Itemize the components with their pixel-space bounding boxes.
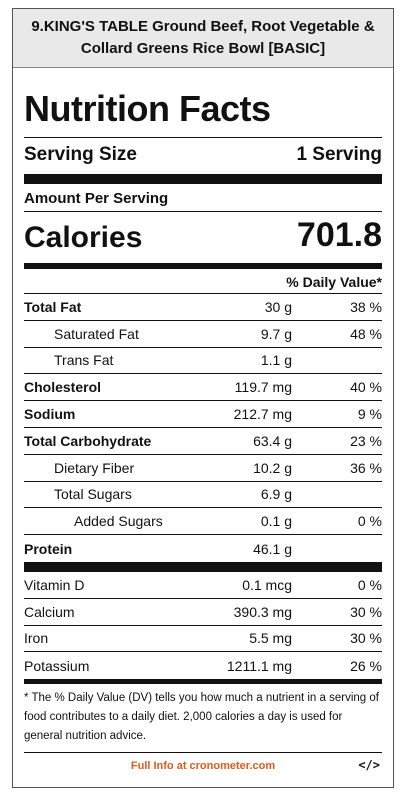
nutrient-dv: 38 % — [350, 298, 382, 315]
divider-thick — [24, 561, 382, 572]
nutrient-dv: 48 % — [350, 325, 382, 342]
nutrient-name: Total Sugars — [54, 486, 132, 503]
nutrient-name: Trans Fat — [54, 352, 114, 369]
cronometer-link[interactable]: Full Info at cronometer.com — [130, 760, 276, 773]
divider-medium — [24, 679, 382, 685]
serving-size-row: Serving Size 1 Serving — [24, 137, 382, 170]
daily-value-header: % Daily Value* — [24, 269, 382, 294]
nutrient-row: Sodium 212.7 mg 9 % — [24, 401, 382, 428]
divider-medium — [24, 263, 382, 269]
nutrient-name: Protein — [24, 540, 73, 557]
calories-label: Calories — [24, 221, 143, 254]
nutrient-dv: 23 % — [350, 432, 382, 449]
nutrient-name: Cholesterol — [24, 379, 102, 396]
product-title: 9.KING'S TABLE Ground Beef, Root Vegetab… — [13, 9, 393, 68]
vitamin-dv: 0 % — [357, 576, 382, 593]
vitamin-name: Potassium — [24, 657, 90, 674]
vitamin-row: Calcium 390.3 mg 30 % — [24, 599, 382, 626]
nutrient-dv: 0 % — [357, 513, 382, 530]
nutrient-dv: 9 % — [357, 406, 382, 423]
calories-value: 701.8 — [296, 216, 382, 254]
nutrient-name: Added Sugars — [74, 513, 163, 530]
nutrient-amount: 6.9 g — [260, 486, 292, 503]
nutrient-row: Total Sugars 6.9 g — [24, 482, 382, 509]
vitamin-amount: 390.3 mg — [233, 603, 292, 620]
nutrient-name: Saturated Fat — [54, 325, 139, 342]
embed-code-icon[interactable]: </> — [358, 758, 380, 773]
nutrient-amount: 119.7 mg — [234, 379, 292, 396]
vitamin-name: Vitamin D — [24, 576, 85, 593]
nutrient-name: Sodium — [24, 406, 76, 423]
serving-size-label: Serving Size — [24, 144, 137, 165]
nutrient-amount: 9.7 g — [260, 325, 292, 342]
calories-row: Calories 701.8 — [24, 211, 382, 257]
nutrition-facts-heading: Nutrition Facts — [24, 88, 271, 129]
nutrient-row: Total Fat 30 g 38 % — [24, 294, 382, 321]
nutrient-amount: 10.2 g — [253, 459, 292, 476]
nutrient-row: Saturated Fat 9.7 g 48 % — [24, 321, 382, 348]
nutrient-amount: 0.1 g — [260, 513, 292, 530]
nutrient-amount: 63.4 g — [253, 432, 292, 449]
nutrient-amount: 212.7 mg — [233, 406, 292, 423]
nutrient-row: Total Carbohydrate 63.4 g 23 % — [24, 428, 382, 455]
vitamin-row: Iron 5.5 mg 30 % — [24, 626, 382, 653]
vitamin-name: Iron — [24, 630, 49, 647]
vitamin-amount: 0.1 mcg — [242, 576, 292, 593]
nutrient-dv: 36 % — [350, 459, 382, 476]
nutrient-name: Total Fat — [24, 298, 82, 315]
nutrient-row: Trans Fat 1.1 g — [24, 348, 382, 375]
footer: Full Info at cronometer.com </> — [24, 753, 382, 779]
nutrient-dv: 40 % — [350, 379, 382, 396]
amount-per-serving: Amount Per Serving — [24, 190, 169, 207]
vitamin-amount: 1211.1 mg — [226, 657, 292, 674]
vitamin-dv: 30 % — [350, 603, 382, 620]
nutrition-label: 9.KING'S TABLE Ground Beef, Root Vegetab… — [12, 8, 394, 788]
vitamin-name: Calcium — [24, 603, 75, 620]
vitamin-amount: 5.5 mg — [249, 630, 292, 647]
nutrient-row: Protein 46.1 g — [24, 535, 382, 562]
vitamin-dv: 26 % — [350, 657, 382, 674]
serving-size-value: 1 Serving — [296, 144, 382, 165]
vitamin-row: Vitamin D 0.1 mcg 0 % — [24, 572, 382, 599]
nutrient-name: Total Carbohydrate — [24, 432, 152, 449]
nutrient-row: Added Sugars 0.1 g 0 % — [24, 508, 382, 536]
nutrient-amount: 46.1 g — [253, 540, 292, 557]
divider-thick — [24, 174, 382, 184]
nutrient-row: Cholesterol 119.7 mg 40 % — [24, 374, 382, 402]
vitamin-row: Potassium 1211.1 mg 26 % — [24, 652, 382, 679]
facts-panel: Nutrition Facts Serving Size 1 Serving A… — [24, 79, 382, 779]
nutrient-amount: 1.1 g — [260, 352, 292, 369]
nutrient-name: Dietary Fiber — [54, 459, 135, 476]
vitamin-dv: 30 % — [350, 630, 382, 647]
daily-value-footnote: * The % Daily Value (DV) tells you how m… — [24, 684, 382, 754]
nutrient-row: Dietary Fiber 10.2 g 36 % — [24, 455, 382, 482]
nutrient-amount: 30 g — [264, 298, 292, 315]
